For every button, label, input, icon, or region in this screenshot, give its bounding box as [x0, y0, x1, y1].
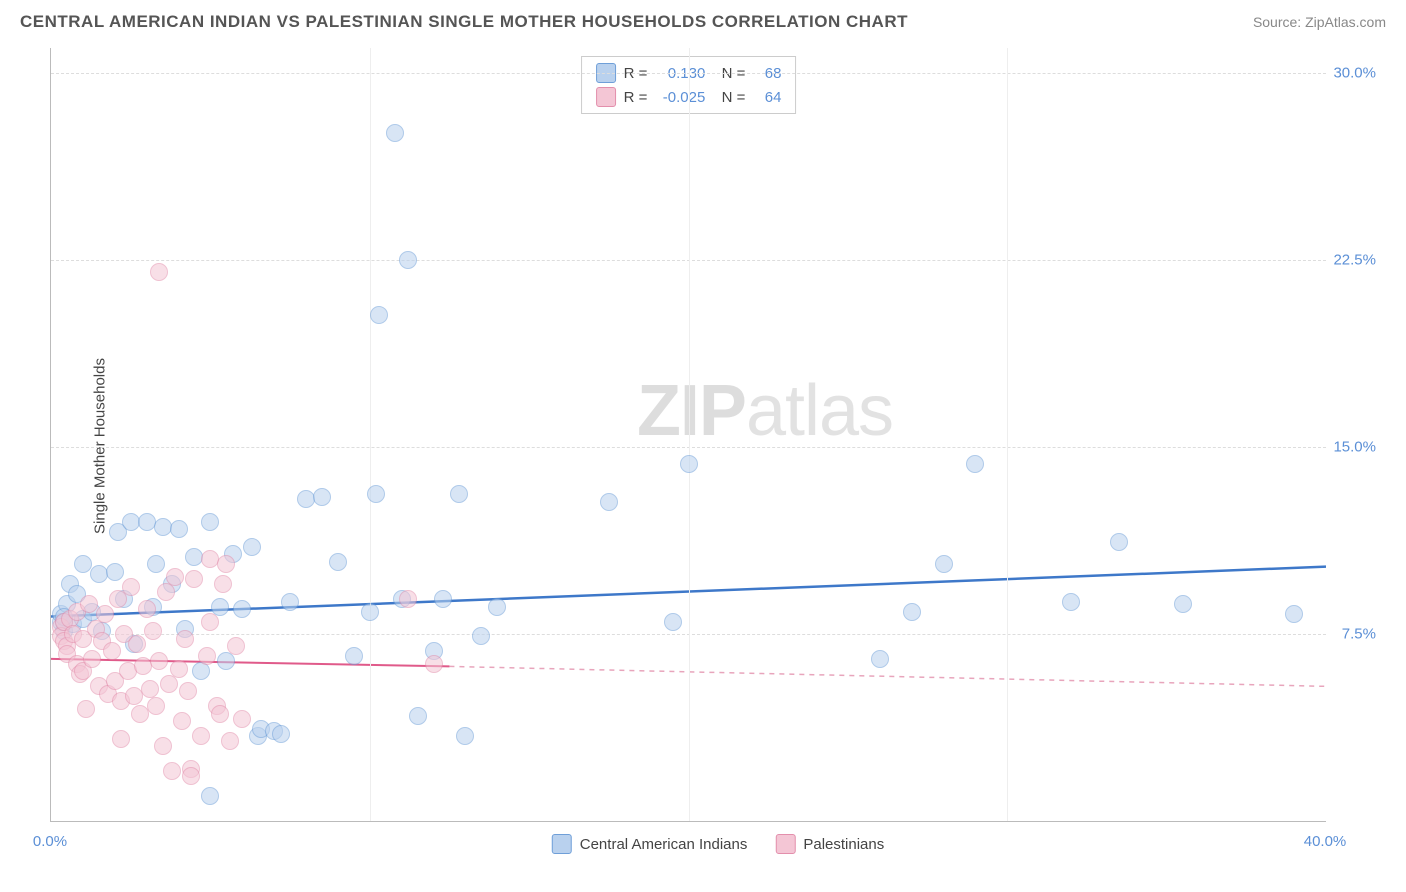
- data-point: [179, 682, 197, 700]
- y-tick-label: 30.0%: [1333, 64, 1376, 81]
- data-point: [147, 697, 165, 715]
- data-point: [144, 622, 162, 640]
- legend-n-value: 64: [753, 89, 781, 106]
- y-tick-label: 15.0%: [1333, 438, 1376, 455]
- data-point: [77, 700, 95, 718]
- vgridline: [1007, 48, 1008, 821]
- data-point: [434, 590, 452, 608]
- data-point: [128, 635, 146, 653]
- data-point: [966, 455, 984, 473]
- data-point: [80, 595, 98, 613]
- data-point: [83, 650, 101, 668]
- data-point: [138, 600, 156, 618]
- data-point: [233, 710, 251, 728]
- series-legend-item: Palestinians: [775, 834, 884, 854]
- series-legend-label: Central American Indians: [580, 836, 748, 853]
- data-point: [166, 568, 184, 586]
- data-point: [112, 730, 130, 748]
- vgridline: [370, 48, 371, 821]
- data-point: [96, 605, 114, 623]
- data-point: [680, 455, 698, 473]
- data-point: [214, 575, 232, 593]
- data-point: [150, 263, 168, 281]
- data-point: [217, 555, 235, 573]
- data-point: [176, 630, 194, 648]
- legend-r-value: -0.025: [655, 89, 705, 106]
- data-point: [1285, 605, 1303, 623]
- data-point: [147, 555, 165, 573]
- data-point: [243, 538, 261, 556]
- data-point: [903, 603, 921, 621]
- data-point: [163, 762, 181, 780]
- data-point: [182, 767, 200, 785]
- data-point: [211, 705, 229, 723]
- data-point: [221, 732, 239, 750]
- chart-header: CENTRAL AMERICAN INDIAN VS PALESTINIAN S…: [20, 12, 1386, 32]
- data-point: [450, 485, 468, 503]
- y-tick-label: 7.5%: [1342, 625, 1376, 642]
- legend-r-label: R =: [624, 89, 648, 106]
- data-point: [185, 570, 203, 588]
- data-point: [150, 652, 168, 670]
- data-point: [233, 600, 251, 618]
- data-point: [170, 520, 188, 538]
- data-point: [272, 725, 290, 743]
- data-point: [173, 712, 191, 730]
- data-point: [1110, 533, 1128, 551]
- data-point: [74, 555, 92, 573]
- plot-area: ZIPatlas R = 0.130 N = 68R = -0.025 N = …: [50, 48, 1326, 822]
- data-point: [201, 513, 219, 531]
- data-point: [367, 485, 385, 503]
- data-point: [103, 642, 121, 660]
- data-point: [409, 707, 427, 725]
- data-point: [281, 593, 299, 611]
- data-point: [664, 613, 682, 631]
- chart-container: ZIPatlas R = 0.130 N = 68R = -0.025 N = …: [50, 48, 1386, 872]
- series-legend-item: Central American Indians: [552, 834, 748, 854]
- y-tick-label: 22.5%: [1333, 251, 1376, 268]
- vgridline: [689, 48, 690, 821]
- data-point: [122, 578, 140, 596]
- data-point: [370, 306, 388, 324]
- data-point: [472, 627, 490, 645]
- data-point: [361, 603, 379, 621]
- data-point: [600, 493, 618, 511]
- legend-swatch: [775, 834, 795, 854]
- data-point: [399, 251, 417, 269]
- data-point: [345, 647, 363, 665]
- data-point: [141, 680, 159, 698]
- x-tick-label: 0.0%: [33, 833, 67, 850]
- legend-swatch: [552, 834, 572, 854]
- data-point: [329, 553, 347, 571]
- data-point: [425, 655, 443, 673]
- data-point: [399, 590, 417, 608]
- legend-swatch: [596, 87, 616, 107]
- data-point: [1174, 595, 1192, 613]
- data-point: [488, 598, 506, 616]
- data-point: [313, 488, 331, 506]
- data-point: [154, 737, 172, 755]
- data-point: [201, 787, 219, 805]
- data-point: [871, 650, 889, 668]
- data-point: [198, 647, 216, 665]
- data-point: [192, 727, 210, 745]
- data-point: [170, 660, 188, 678]
- data-point: [456, 727, 474, 745]
- x-tick-label: 40.0%: [1304, 833, 1347, 850]
- data-point: [201, 613, 219, 631]
- data-point: [227, 637, 245, 655]
- data-point: [1062, 593, 1080, 611]
- series-legend: Central American Indians Palestinians: [552, 834, 884, 854]
- watermark: ZIPatlas: [637, 370, 893, 452]
- data-point: [935, 555, 953, 573]
- data-point: [386, 124, 404, 142]
- data-point: [106, 563, 124, 581]
- series-legend-label: Palestinians: [803, 836, 884, 853]
- chart-title: CENTRAL AMERICAN INDIAN VS PALESTINIAN S…: [20, 12, 908, 32]
- chart-source: Source: ZipAtlas.com: [1253, 14, 1386, 30]
- legend-n-label: N =: [713, 89, 745, 106]
